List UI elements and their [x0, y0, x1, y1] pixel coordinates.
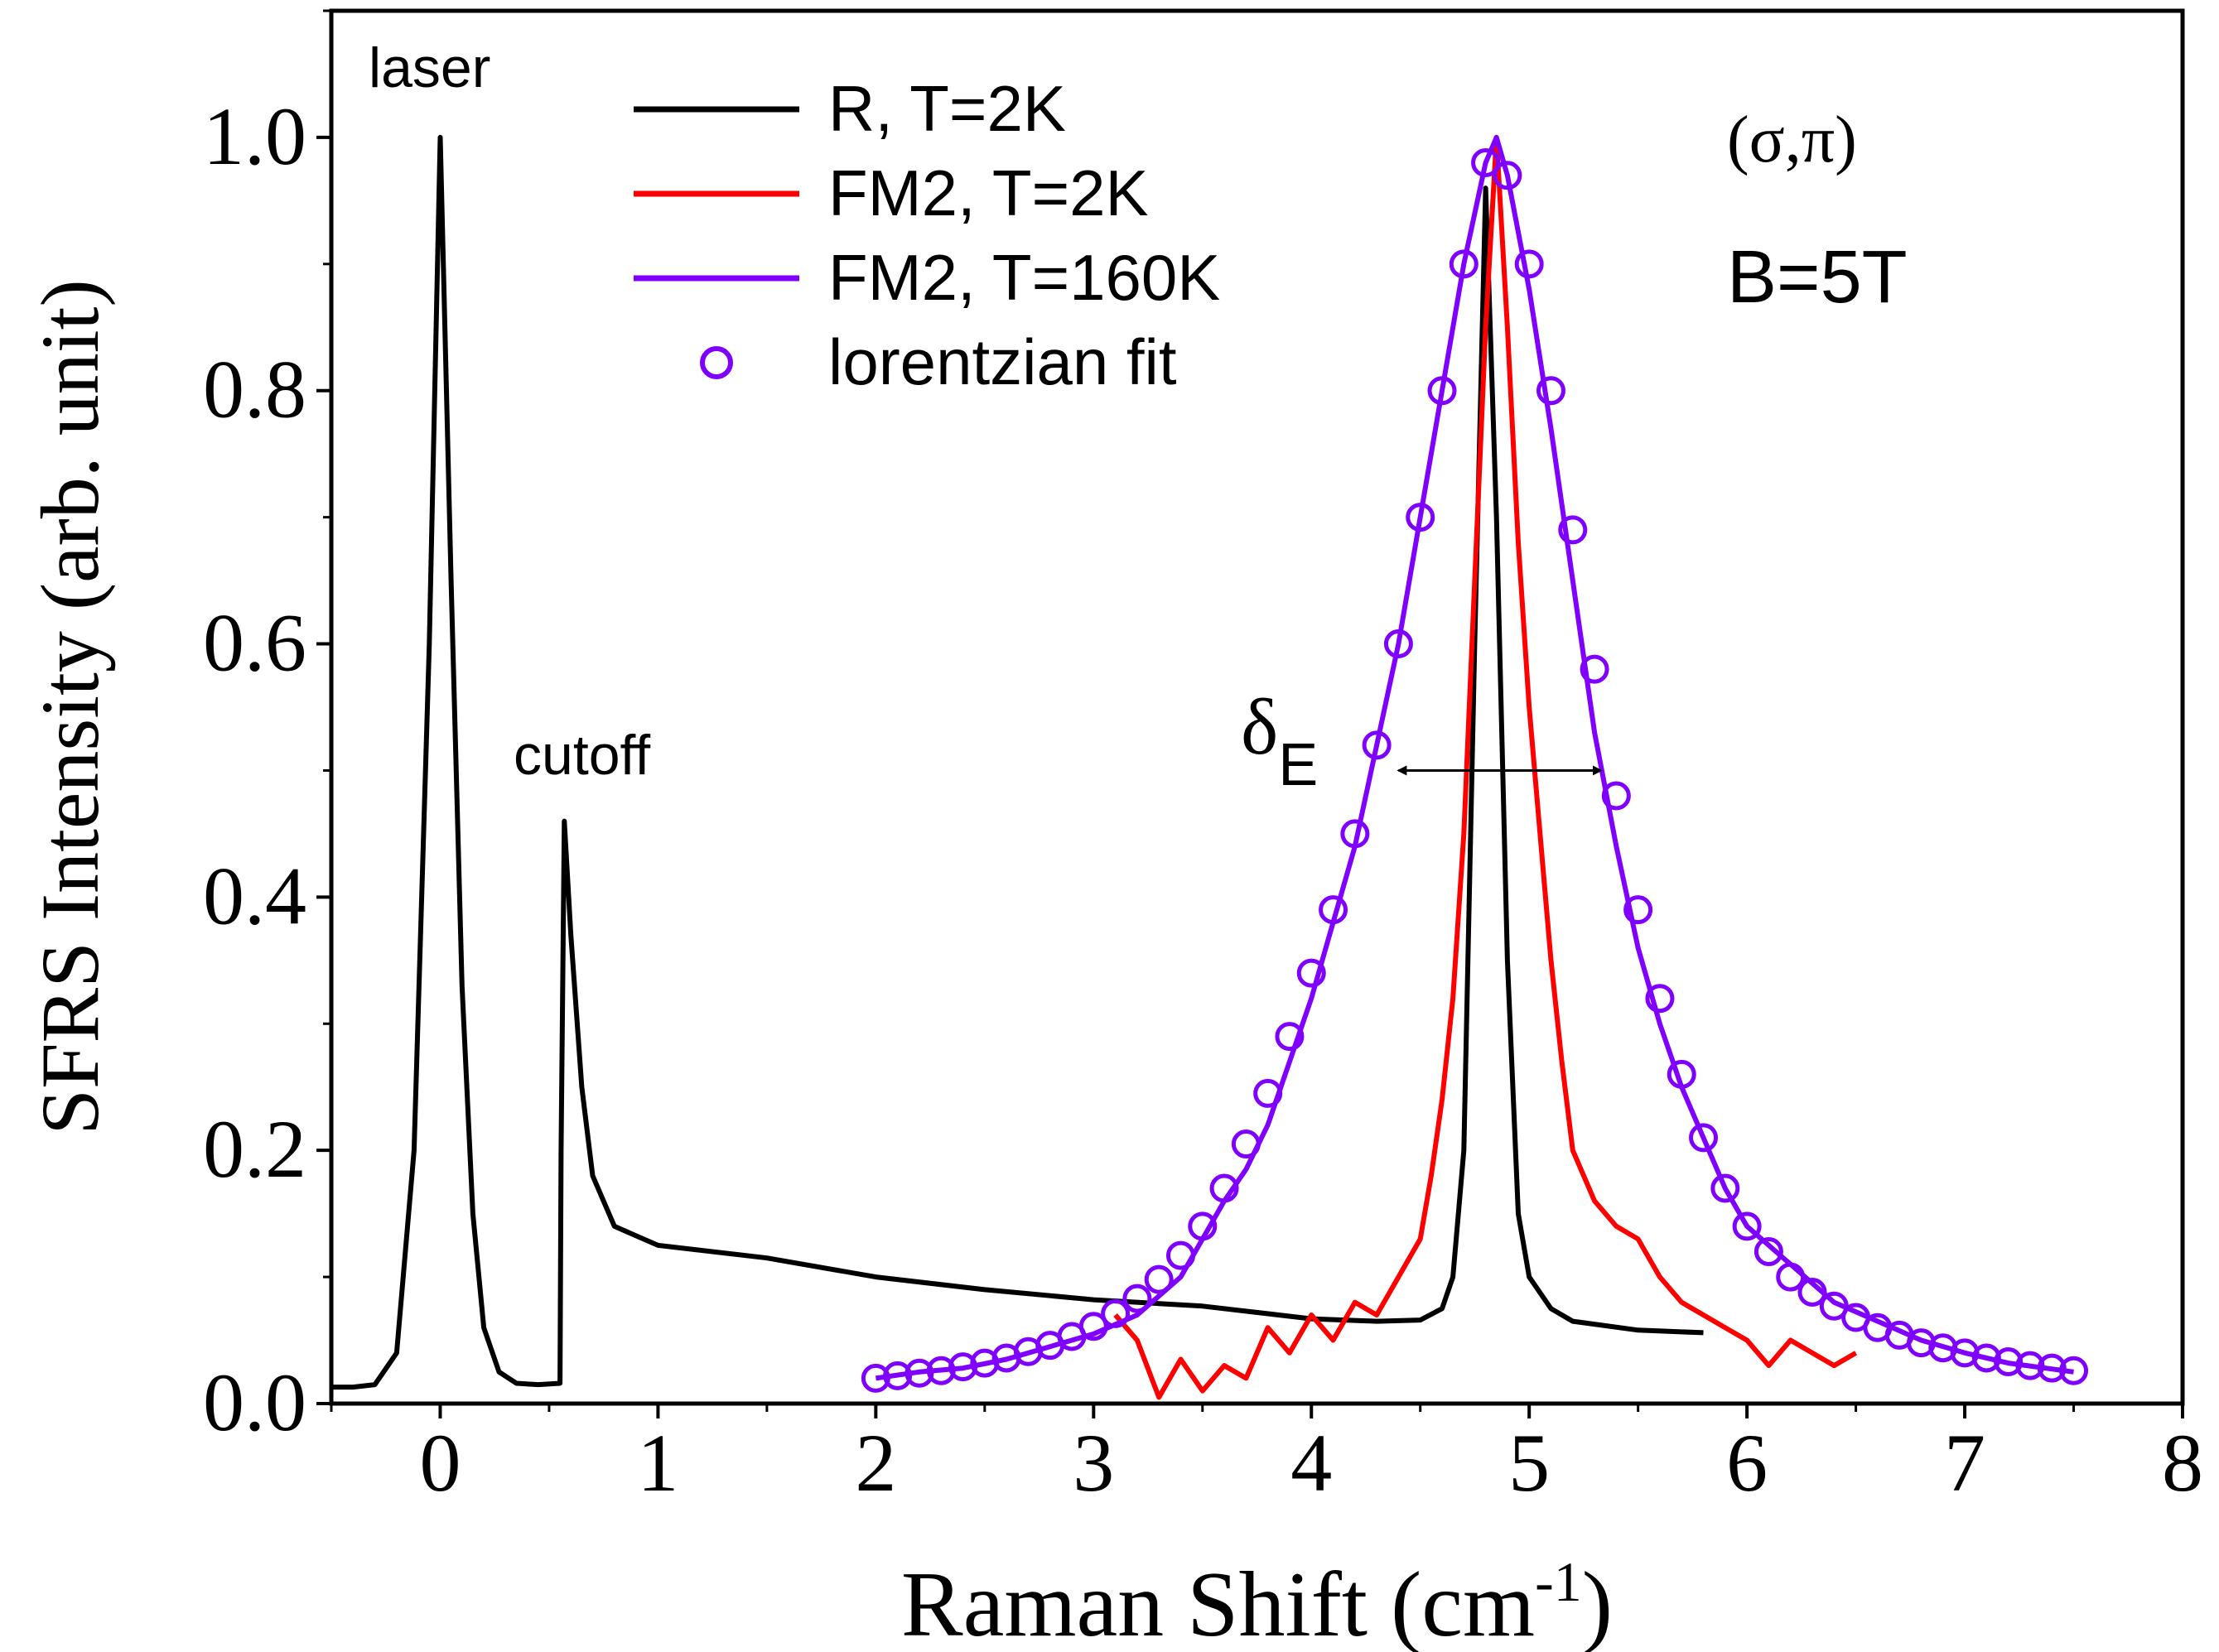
- series-layer: [331, 134, 2089, 1400]
- fit-point: [1253, 1078, 1283, 1108]
- fit-point: [1406, 503, 1435, 532]
- fit-point: [1601, 781, 1631, 811]
- y-tick-label: 0.0: [203, 1356, 306, 1448]
- x-tick-label: 4: [1290, 1417, 1332, 1509]
- fit-point: [2037, 1353, 2067, 1383]
- fit-point: [1340, 819, 1370, 849]
- fit-point: [1319, 895, 1348, 925]
- series-1: [1113, 134, 1858, 1400]
- series-2: [875, 134, 2074, 1381]
- fit-point: [1797, 1277, 1827, 1307]
- annotation-cutoff: cutoff: [514, 724, 650, 787]
- fit-point: [1710, 1173, 1740, 1203]
- legend-label: FM2, T=2K: [828, 157, 1149, 229]
- fit-point: [2059, 1356, 2089, 1385]
- fit-point: [1580, 654, 1609, 684]
- fit-point: [948, 1352, 978, 1382]
- legend-marker: [700, 346, 733, 379]
- annotation-laser: laser: [369, 36, 490, 99]
- series-0: [331, 134, 1704, 1390]
- x-tick-label: 2: [855, 1417, 896, 1509]
- fit-point: [1296, 958, 1326, 988]
- fit-point: [926, 1356, 956, 1385]
- fit-point: [1449, 249, 1479, 279]
- fit-point: [1209, 1173, 1239, 1203]
- fit-point: [1144, 1264, 1174, 1294]
- annotation-field: B=5T: [1727, 236, 1908, 319]
- y-axis-title: SFRS Intensity (arb. unit): [24, 279, 116, 1134]
- fit-point: [861, 1363, 890, 1393]
- annotation-linewidth-symbol: δE: [1241, 682, 1318, 798]
- fit-point: [1536, 376, 1565, 406]
- fit-point: [1732, 1211, 1762, 1241]
- fit-point: [1493, 161, 1522, 190]
- x-tick-label: 6: [1726, 1417, 1768, 1509]
- fit-point: [1383, 629, 1413, 659]
- fit-point: [1362, 730, 1392, 760]
- x-axis-title: Raman Shift (cm-1): [901, 1550, 1613, 1652]
- fit-point: [1645, 984, 1675, 1014]
- fit-point: [1471, 147, 1501, 177]
- series-3: [861, 147, 2089, 1393]
- fit-point: [883, 1361, 913, 1390]
- fit-point: [1994, 1347, 2024, 1377]
- fit-point: [2015, 1351, 2045, 1380]
- fit-point: [1231, 1129, 1261, 1159]
- series-line: [331, 134, 1704, 1390]
- fit-point: [1188, 1211, 1218, 1241]
- fit-point: [904, 1358, 934, 1388]
- fit-point: [1971, 1343, 2001, 1373]
- x-tick-label: 0: [419, 1417, 461, 1509]
- x-tick-label: 5: [1508, 1417, 1550, 1509]
- fit-point: [1819, 1291, 1849, 1321]
- y-tick-label: 0.2: [203, 1103, 306, 1195]
- y-tick-label: 1.0: [203, 90, 306, 182]
- annotation-polarization: (σ,π): [1727, 104, 1857, 176]
- y-tick-label: 0.6: [203, 597, 306, 689]
- x-tick-label: 7: [1944, 1417, 1985, 1509]
- fit-point: [1689, 1123, 1719, 1153]
- fit-point: [1558, 515, 1588, 545]
- fit-point: [1667, 1059, 1696, 1089]
- plot-frame: [329, 8, 2185, 1406]
- legend: R, T=2K FM2, T=2K FM2, T=160K lorentzian fi…: [634, 72, 1220, 398]
- fit-point: [1427, 376, 1457, 406]
- fit-point: [1122, 1284, 1152, 1313]
- x-tick-label: 3: [1073, 1417, 1114, 1509]
- fit-point: [1165, 1240, 1195, 1270]
- fit-point: [1753, 1237, 1783, 1267]
- legend-label: FM2, T=160K: [828, 241, 1220, 314]
- fit-point: [1275, 1022, 1305, 1052]
- series-line: [875, 134, 2074, 1381]
- fit-point: [1776, 1262, 1806, 1292]
- axis-ticks: 0 1 2 3 4 5 6 7 8 0.0 0.2 0.4 0.6 0.8 1.0: [203, 9, 2203, 1509]
- x-tick-label: 1: [637, 1417, 678, 1509]
- fit-point: [1101, 1298, 1131, 1328]
- x-tick-label: 8: [2162, 1417, 2203, 1509]
- fit-point: [1078, 1312, 1108, 1341]
- fit-point: [1623, 895, 1653, 925]
- y-tick-label: 0.4: [203, 850, 306, 942]
- legend-label: lorentzian fit: [828, 325, 1177, 398]
- fit-point: [1514, 249, 1544, 279]
- series-line: [1113, 134, 1858, 1400]
- legend-label: R, T=2K: [828, 72, 1066, 145]
- y-tick-label: 0.8: [203, 344, 306, 436]
